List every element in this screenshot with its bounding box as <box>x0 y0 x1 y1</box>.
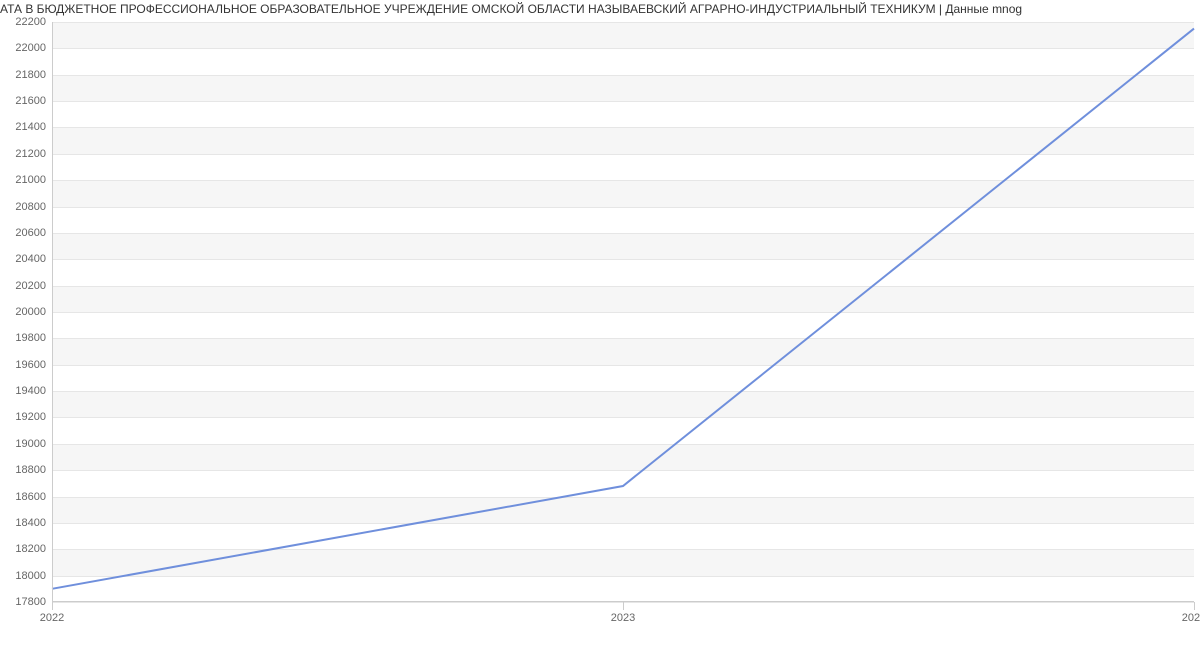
x-tick-label: 2023 <box>611 612 635 624</box>
y-tick-label: 17800 <box>2 596 46 608</box>
chart-container: АТА В БЮДЖЕТНОЕ ПРОФЕССИОНАЛЬНОЕ ОБРАЗОВ… <box>0 0 1200 650</box>
y-tick-label: 20000 <box>2 306 46 318</box>
x-tick-label: 2022 <box>40 612 64 624</box>
y-tick-label: 21400 <box>2 121 46 133</box>
y-tick-label: 18200 <box>2 543 46 555</box>
series-svg <box>52 22 1194 602</box>
y-axis-line <box>52 22 53 602</box>
y-tick-label: 18000 <box>2 570 46 582</box>
y-tick-label: 18600 <box>2 491 46 503</box>
y-tick-label: 22000 <box>2 42 46 54</box>
y-tick-label: 21200 <box>2 148 46 160</box>
chart-title: АТА В БЮДЖЕТНОЕ ПРОФЕССИОНАЛЬНОЕ ОБРАЗОВ… <box>0 2 1200 16</box>
x-tick-label: 2024 <box>1182 612 1200 624</box>
plot-area <box>52 22 1194 602</box>
y-tick-label: 19000 <box>2 438 46 450</box>
y-tick-label: 20600 <box>2 227 46 239</box>
y-tick-label: 19800 <box>2 332 46 344</box>
y-tick-label: 21000 <box>2 174 46 186</box>
y-tick-label: 19600 <box>2 359 46 371</box>
y-tick-label: 20800 <box>2 201 46 213</box>
y-tick-label: 20400 <box>2 253 46 265</box>
y-tick-label: 18800 <box>2 464 46 476</box>
x-tick <box>623 602 624 610</box>
series-line <box>52 29 1194 589</box>
y-tick-label: 21800 <box>2 69 46 81</box>
y-tick-label: 19400 <box>2 385 46 397</box>
y-tick-label: 22200 <box>2 16 46 28</box>
y-tick-label: 19200 <box>2 411 46 423</box>
y-tick-label: 21600 <box>2 95 46 107</box>
y-tick-label: 18400 <box>2 517 46 529</box>
x-tick <box>1194 602 1195 610</box>
y-tick-label: 20200 <box>2 280 46 292</box>
x-tick <box>52 602 53 610</box>
